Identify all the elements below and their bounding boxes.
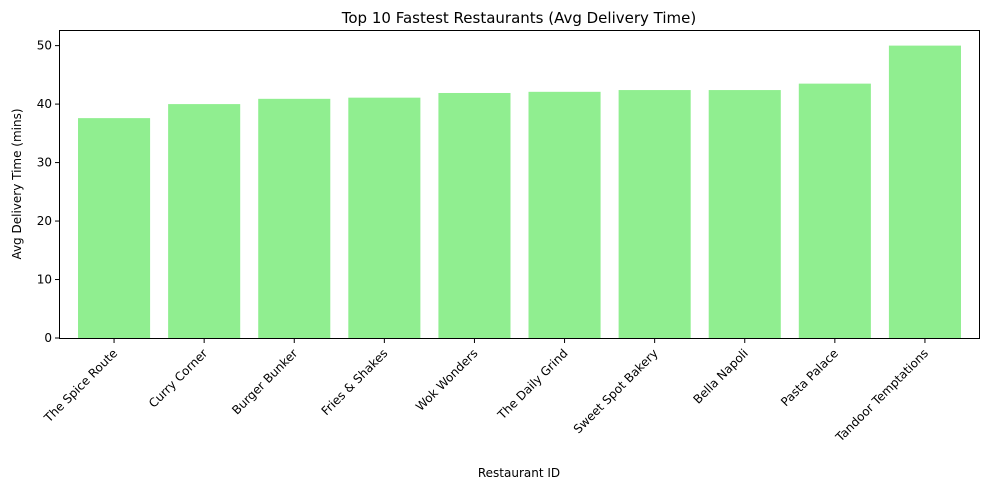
x-tick-label: Fries & Shakes <box>319 346 391 418</box>
bar <box>618 90 691 338</box>
plot-frame <box>59 30 980 339</box>
y-tick-label: 50 <box>37 39 52 53</box>
y-tick-label: 30 <box>37 156 52 170</box>
y-tick-label: 0 <box>44 331 52 345</box>
bar <box>168 104 241 338</box>
bar <box>438 92 511 338</box>
chart-title: Top 10 Fastest Restaurants (Avg Delivery… <box>341 9 696 27</box>
bar <box>348 97 421 338</box>
bar <box>798 83 871 338</box>
x-tick-label: Bella Napoli <box>690 346 750 406</box>
x-tick-label: Pasta Palace <box>778 346 841 409</box>
y-axis-label: Avg Delivery Time (mins) <box>10 108 24 259</box>
bar <box>888 45 961 339</box>
x-tick-label: Tandoor Temptations <box>832 346 931 445</box>
y-tick-label: 10 <box>37 273 52 287</box>
x-tick-label: The Spice Route <box>41 346 120 425</box>
bar <box>78 118 151 338</box>
bar <box>528 91 601 338</box>
x-tick-label: Wok Wonders <box>413 346 481 414</box>
x-axis: The Spice Route Curry Corner Burger Bunker… <box>41 338 931 445</box>
bars-group <box>78 45 961 339</box>
bar <box>708 90 781 338</box>
x-axis-label: Restaurant ID <box>478 466 560 480</box>
bar <box>258 98 331 338</box>
y-tick-label: 20 <box>37 214 52 228</box>
x-tick-label: Curry Corner <box>146 346 210 410</box>
y-axis: 0 10 20 30 40 50 <box>37 39 60 345</box>
y-tick-label: 40 <box>37 97 52 111</box>
x-tick-label: Sweet Spot Bakery <box>571 346 661 436</box>
x-tick-label: Burger Bunker <box>229 346 300 417</box>
x-tick-label: The Daily Grind <box>494 346 570 422</box>
